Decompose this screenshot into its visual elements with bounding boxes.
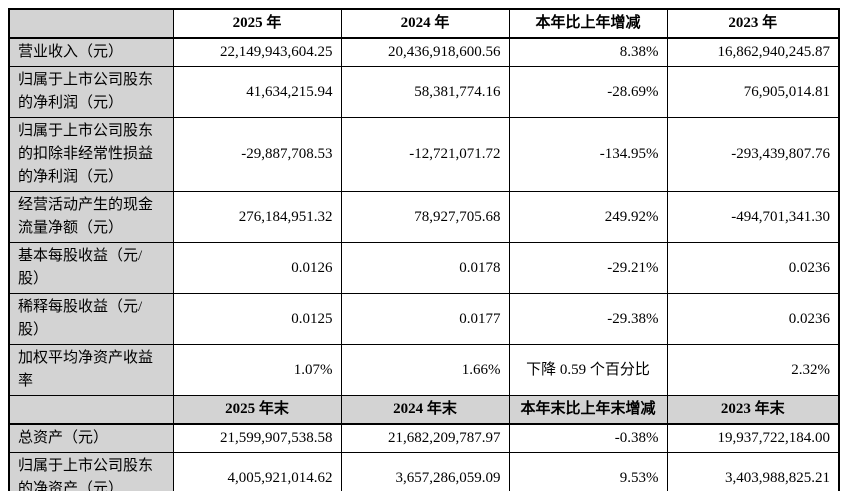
value-cell: -134.95% [508,117,668,192]
label-cell: 营业收入（元） [8,37,174,67]
value-cell: 41,634,215.94 [172,66,342,118]
value-cell: 19,937,722,184.00 [666,423,840,453]
label-cell: 加权平均净资产收益 率 [8,344,174,396]
value-cell: -29.38% [508,293,668,345]
table-row-operating-cash-flow: 经营活动产生的现金 流量净额（元） 276,184,951.32 78,927,… [8,191,840,243]
value-cell: 0.0178 [340,242,510,294]
table-row-net-assets: 归属于上市公司股东 的净资产（元） 4,005,921,014.62 3,657… [8,452,840,491]
value-cell: 21,682,209,787.97 [340,423,510,453]
header-cell-2023: 2023 年 [666,8,840,39]
label-cell: 经营活动产生的现金 流量净额（元） [8,191,174,243]
header-cell-empty [8,395,174,425]
value-cell: 下降 0.59 个百分比 [508,344,668,396]
value-cell: 249.92% [508,191,668,243]
value-cell: 1.66% [340,344,510,396]
table-row-net-profit: 归属于上市公司股东 的净利润（元） 41,634,215.94 58,381,7… [8,66,840,118]
label-cell: 基本每股收益（元/ 股） [8,242,174,294]
value-cell: 0.0126 [172,242,342,294]
value-cell: 3,403,988,825.21 [666,452,840,491]
value-cell: -494,701,341.30 [666,191,840,243]
value-cell: -12,721,071.72 [340,117,510,192]
value-cell: 276,184,951.32 [172,191,342,243]
value-cell: 8.38% [508,37,668,67]
table-row-diluted-eps: 稀释每股收益（元/ 股） 0.0125 0.0177 -29.38% 0.023… [8,293,840,345]
value-cell: 9.53% [508,452,668,491]
value-cell: 0.0236 [666,293,840,345]
value-cell: -293,439,807.76 [666,117,840,192]
table-row-total-assets: 总资产（元） 21,599,907,538.58 21,682,209,787.… [8,423,840,453]
value-cell: 21,599,907,538.58 [172,423,342,453]
value-cell: -29.21% [508,242,668,294]
header-cell-2023-end: 2023 年末 [666,395,840,425]
header-cell-2025-end: 2025 年末 [172,395,342,425]
value-cell: 16,862,940,245.87 [666,37,840,67]
value-cell: 0.0236 [666,242,840,294]
header-cell-empty [8,8,174,39]
value-cell: 3,657,286,059.09 [340,452,510,491]
table-header-row-period-end: 2025 年末 2024 年末 本年末比上年末增减 2023 年末 [8,395,840,425]
label-cell: 归属于上市公司股东 的净利润（元） [8,66,174,118]
header-cell-2024-end: 2024 年末 [340,395,510,425]
table-row-net-profit-excl-nonrecurring: 归属于上市公司股东 的扣除非经常性损益 的净利润（元） -29,887,708.… [8,117,840,192]
header-cell-yoy-change: 本年比上年增减 [508,8,668,39]
table-row-weighted-avg-roe: 加权平均净资产收益 率 1.07% 1.66% 下降 0.59 个百分比 2.3… [8,344,840,396]
header-cell-2025: 2025 年 [172,8,342,39]
value-cell: 4,005,921,014.62 [172,452,342,491]
financial-summary-table: 2025 年 2024 年 本年比上年增减 2023 年 营业收入（元） 22,… [8,8,840,491]
value-cell: 78,927,705.68 [340,191,510,243]
value-cell: 0.0177 [340,293,510,345]
value-cell: 58,381,774.16 [340,66,510,118]
label-cell: 总资产（元） [8,423,174,453]
value-cell: 76,905,014.81 [666,66,840,118]
value-cell: 1.07% [172,344,342,396]
value-cell: 20,436,918,600.56 [340,37,510,67]
table-row-revenue: 营业收入（元） 22,149,943,604.25 20,436,918,600… [8,37,840,67]
value-cell: 0.0125 [172,293,342,345]
value-cell: -0.38% [508,423,668,453]
table-row-basic-eps: 基本每股收益（元/ 股） 0.0126 0.0178 -29.21% 0.023… [8,242,840,294]
value-cell: -29,887,708.53 [172,117,342,192]
header-cell-2024: 2024 年 [340,8,510,39]
value-cell: 2.32% [666,344,840,396]
header-cell-end-yoy-change: 本年末比上年末增减 [508,395,668,425]
label-cell: 归属于上市公司股东 的扣除非经常性损益 的净利润（元） [8,117,174,192]
label-cell: 稀释每股收益（元/ 股） [8,293,174,345]
table-header-row-annual: 2025 年 2024 年 本年比上年增减 2023 年 [8,8,840,39]
value-cell: -28.69% [508,66,668,118]
label-cell: 归属于上市公司股东 的净资产（元） [8,452,174,491]
value-cell: 22,149,943,604.25 [172,37,342,67]
